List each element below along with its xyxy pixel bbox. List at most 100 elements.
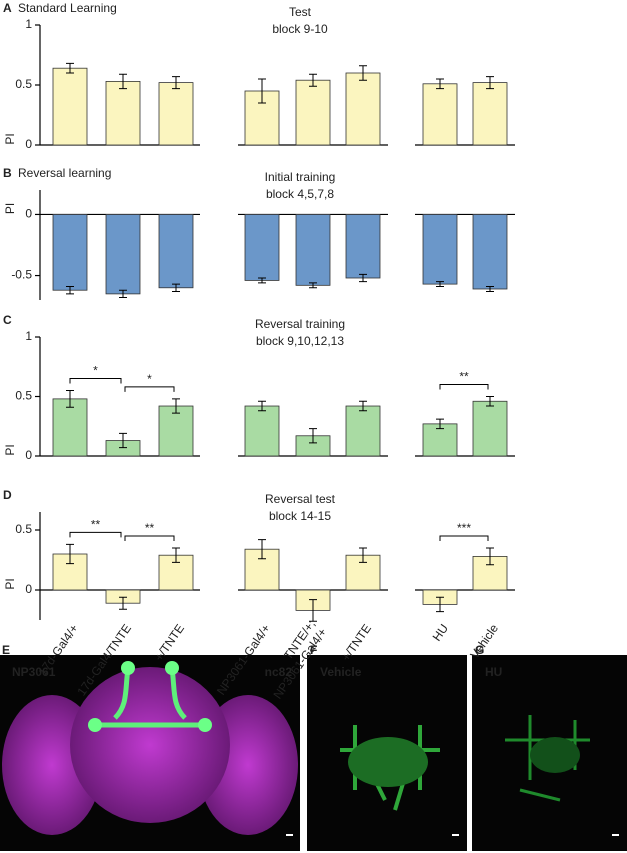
error-bar <box>309 73 317 87</box>
y-tick-label: 0 <box>25 448 32 462</box>
error-bar <box>119 73 127 90</box>
bar <box>345 214 381 279</box>
stain-f <box>340 725 459 836</box>
panel-heading: Standard Learning <box>18 1 117 15</box>
y-tick-label: 0.5 <box>15 389 32 403</box>
error-bar <box>172 76 180 90</box>
error-bar <box>258 539 266 560</box>
panel-letter: A <box>3 1 12 15</box>
brain-e <box>2 661 298 836</box>
y-axis-label: PI <box>3 203 17 214</box>
y-axis-label: PI <box>3 578 17 589</box>
image-label: NP3061 <box>12 665 56 679</box>
significance-bracket <box>439 535 489 541</box>
bar <box>472 400 508 457</box>
bar <box>295 79 331 146</box>
error-bar <box>258 400 266 412</box>
y-tick-label: 1 <box>25 17 32 31</box>
panel-heading: Reversal learning <box>18 166 111 180</box>
chart-subtitle: block 9-10 <box>272 22 328 36</box>
bar <box>52 214 88 291</box>
error-bar <box>309 282 317 289</box>
chart-subtitle: block 4,5,7,8 <box>266 187 334 201</box>
bar <box>345 72 381 146</box>
error-bar <box>258 277 266 284</box>
image-label: HU <box>485 665 502 679</box>
error-bar <box>119 289 127 299</box>
error-bar <box>359 65 367 81</box>
bar <box>244 548 280 591</box>
error-bar <box>436 596 444 613</box>
y-tick-label: 0.5 <box>15 522 32 536</box>
significance-label: *** <box>457 521 471 535</box>
y-tick-label: -0.5 <box>11 268 32 282</box>
error-bar <box>486 76 494 90</box>
stain-g <box>505 715 619 836</box>
error-bar <box>172 283 180 292</box>
error-bar <box>66 286 74 295</box>
chart-title: Reversal test <box>265 492 336 506</box>
error-bar <box>309 599 317 622</box>
bar <box>105 81 141 146</box>
bar <box>472 214 508 290</box>
panel-letter: G <box>475 643 484 657</box>
y-tick-label: 0.5 <box>15 77 32 91</box>
bar <box>422 214 458 285</box>
significance-label: ** <box>91 518 101 532</box>
bar <box>472 82 508 146</box>
panel-letter: E <box>2 643 10 657</box>
significance-bracket <box>124 535 175 541</box>
y-tick-label: 1 <box>25 329 32 343</box>
significance-label: * <box>147 372 152 386</box>
error-bar <box>359 400 367 412</box>
error-bar <box>436 281 444 288</box>
error-bar <box>172 398 180 414</box>
bar <box>345 405 381 457</box>
panel-letter: B <box>3 166 12 180</box>
error-bar <box>258 78 266 104</box>
error-bar <box>172 547 180 563</box>
error-bar <box>119 596 127 610</box>
y-axis-label: PI <box>3 444 17 455</box>
bar <box>422 83 458 146</box>
y-axis-label: PI <box>3 133 17 144</box>
error-bar <box>119 432 127 449</box>
error-bar <box>486 547 494 566</box>
image-label: nc82 <box>265 665 293 679</box>
significance-label: ** <box>145 521 155 535</box>
error-bar <box>436 78 444 90</box>
chart-title: Initial training <box>265 170 336 184</box>
error-bar <box>309 428 317 444</box>
significance-label: * <box>93 364 98 378</box>
error-bar <box>359 547 367 563</box>
bar <box>105 214 141 295</box>
significance-label: ** <box>459 370 469 384</box>
bar <box>244 214 280 281</box>
error-bar <box>486 286 494 292</box>
panel-letter: C <box>3 313 12 327</box>
significance-bracket <box>124 386 175 392</box>
y-tick-label: 0 <box>25 137 32 151</box>
error-bar <box>66 62 74 74</box>
chart-title: Test <box>289 5 312 19</box>
bar <box>244 405 280 457</box>
chart-subtitle: block 9,10,12,13 <box>256 334 344 348</box>
image-label: Vehicle <box>320 665 362 679</box>
bar <box>158 82 194 146</box>
error-bar <box>486 396 494 407</box>
chart-subtitle: block 14-15 <box>269 509 331 523</box>
bar <box>295 214 331 286</box>
significance-bracket <box>69 531 122 538</box>
significance-bracket <box>439 384 489 390</box>
panel-letter: F <box>310 643 317 657</box>
y-tick-label: 0 <box>25 207 32 221</box>
bar <box>52 398 88 457</box>
chart-title: Reversal training <box>255 317 345 331</box>
x-tick-label: HU <box>430 622 451 644</box>
bar <box>158 214 194 289</box>
significance-bracket <box>69 378 122 384</box>
error-bar <box>436 418 444 430</box>
error-bar <box>66 543 74 565</box>
bar <box>52 67 88 146</box>
